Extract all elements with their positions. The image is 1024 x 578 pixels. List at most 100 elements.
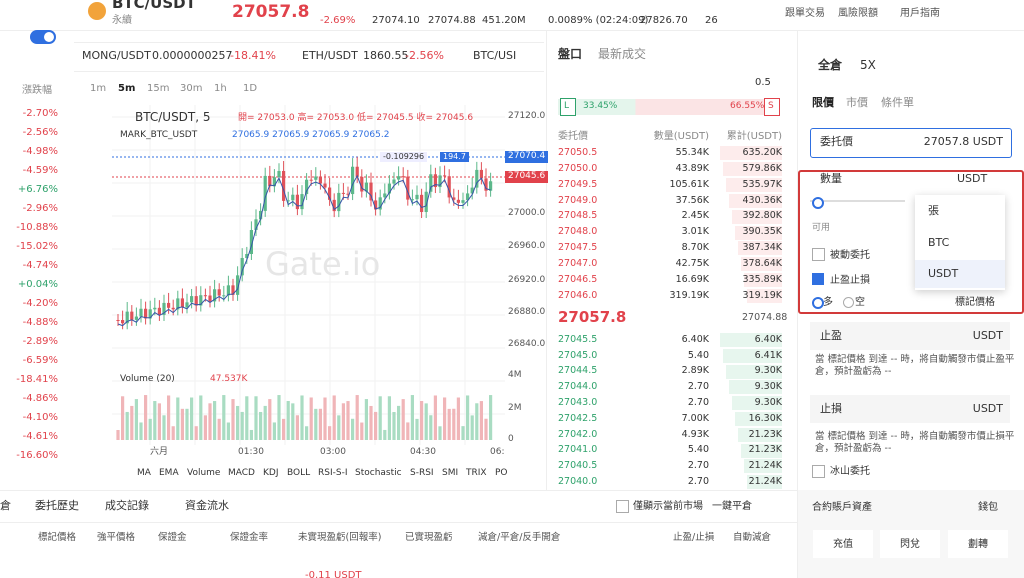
candle bbox=[479, 169, 483, 179]
tab[interactable]: ETH/USDT bbox=[302, 48, 358, 62]
label[interactable]: 錢包 bbox=[978, 501, 998, 513]
indicator[interactable]: SMI bbox=[442, 468, 459, 479]
checkbox-checked[interactable] bbox=[812, 273, 824, 285]
indicator[interactable]: Stochastic bbox=[355, 468, 402, 479]
label[interactable]: 一鍵平倉 bbox=[712, 500, 752, 512]
depth-bar bbox=[741, 443, 782, 458]
label: 27045.5 bbox=[558, 333, 598, 345]
label: 永續 bbox=[112, 14, 132, 26]
indicator[interactable]: MA bbox=[137, 468, 151, 479]
slider-knob[interactable] bbox=[812, 197, 824, 209]
candle bbox=[415, 194, 419, 200]
volume-bar bbox=[153, 401, 157, 440]
indicator[interactable]: MACD bbox=[228, 468, 255, 479]
sl-input[interactable] bbox=[810, 395, 1010, 423]
label: 535.97K bbox=[742, 178, 782, 190]
checkbox[interactable] bbox=[616, 500, 629, 513]
candle bbox=[236, 275, 240, 295]
option[interactable]: BTC bbox=[928, 235, 950, 249]
indicator[interactable]: Volume bbox=[187, 468, 221, 479]
change: -4.10% bbox=[22, 411, 58, 423]
price-input[interactable] bbox=[810, 128, 1012, 158]
column-header: 止盈/止損 bbox=[673, 531, 715, 543]
tp-input[interactable] bbox=[810, 322, 1010, 350]
tab[interactable]: 市價 bbox=[846, 95, 868, 109]
interval[interactable]: 30m bbox=[180, 82, 203, 94]
depth-bar bbox=[738, 427, 782, 442]
interval[interactable]: 1m bbox=[90, 82, 107, 94]
nav-link[interactable]: 風險限額 bbox=[838, 7, 878, 19]
button-bg bbox=[880, 530, 940, 558]
tab[interactable]: MONG/USDT bbox=[82, 48, 151, 62]
tab[interactable]: 條件單 bbox=[881, 95, 914, 109]
volume-bar bbox=[305, 426, 309, 440]
label: 0 bbox=[508, 434, 514, 445]
volume-bar bbox=[171, 426, 175, 440]
label: 倉 bbox=[0, 498, 11, 512]
indicator[interactable]: EMA bbox=[159, 468, 179, 479]
interval[interactable]: 1D bbox=[243, 82, 258, 94]
nav-link[interactable]: 用戶指南 bbox=[900, 7, 940, 19]
change: -4.20% bbox=[22, 297, 58, 309]
indicator[interactable]: BOLL bbox=[287, 468, 311, 479]
volume-bar bbox=[323, 397, 327, 440]
interval[interactable]: 15m bbox=[147, 82, 170, 94]
candle bbox=[406, 176, 410, 200]
label: 空 bbox=[855, 296, 865, 308]
candle bbox=[424, 191, 428, 213]
label: 僅顯示當前市場 bbox=[633, 500, 703, 512]
button[interactable]: 閃兌 bbox=[900, 538, 920, 550]
label: MARK_BTC_USDT bbox=[120, 130, 198, 141]
label: 7.00K bbox=[681, 412, 709, 424]
label: 止盈 bbox=[820, 328, 842, 342]
candle bbox=[249, 230, 253, 254]
tab[interactable]: 最新成交 bbox=[598, 47, 647, 62]
slider[interactable] bbox=[810, 200, 905, 202]
candle bbox=[410, 199, 414, 201]
label: 194.7 bbox=[440, 151, 469, 163]
depth-bar bbox=[726, 364, 782, 379]
candle bbox=[351, 166, 355, 195]
radio[interactable] bbox=[812, 297, 824, 309]
button[interactable]: 充值 bbox=[833, 538, 853, 550]
label: 378.64K bbox=[742, 258, 782, 270]
candle bbox=[489, 181, 493, 191]
label: 27044.5 bbox=[558, 365, 598, 377]
tab[interactable]: 限價 bbox=[812, 95, 834, 109]
label: 387.34K bbox=[742, 242, 782, 254]
checkbox[interactable] bbox=[812, 465, 825, 478]
tab[interactable]: 盤口 bbox=[558, 47, 583, 62]
indicator[interactable]: S-RSI bbox=[410, 468, 434, 479]
label: 標記價格 bbox=[955, 296, 995, 308]
label: 冰山委托 bbox=[830, 465, 870, 477]
tab[interactable]: 成交記錄 bbox=[105, 498, 149, 512]
interval[interactable]: 5m bbox=[118, 82, 136, 94]
candle bbox=[429, 174, 433, 192]
volume-bar bbox=[231, 399, 235, 440]
option[interactable]: USDT bbox=[928, 266, 959, 280]
option[interactable]: 張 bbox=[928, 203, 939, 217]
label: 27045.6 bbox=[505, 171, 549, 183]
label: 66.55% bbox=[730, 101, 765, 112]
checkbox[interactable] bbox=[812, 248, 825, 261]
interval[interactable]: 1h bbox=[214, 82, 227, 94]
tab[interactable]: BTC/USI bbox=[473, 48, 517, 62]
label: -2.56% bbox=[405, 48, 444, 62]
candle bbox=[203, 295, 207, 297]
label: 累計(USDT) bbox=[726, 130, 782, 142]
label: 27042.0 bbox=[558, 428, 598, 440]
indicator[interactable]: RSI-S-I bbox=[318, 468, 348, 479]
coin-icon bbox=[88, 2, 106, 20]
indicator[interactable]: PO bbox=[495, 468, 508, 479]
button[interactable]: 劃轉 bbox=[968, 538, 988, 550]
indicator[interactable]: TRIX bbox=[466, 468, 487, 479]
indicator[interactable]: KDJ bbox=[263, 468, 279, 479]
tab[interactable]: 資金流水 bbox=[185, 498, 229, 512]
candle bbox=[157, 307, 161, 315]
radio[interactable] bbox=[843, 297, 854, 308]
tab[interactable]: 委托歷史 bbox=[35, 498, 79, 512]
volume-bar bbox=[378, 396, 382, 440]
nav-link[interactable]: 跟單交易 bbox=[785, 7, 825, 19]
label: 27040.5 bbox=[558, 460, 598, 472]
